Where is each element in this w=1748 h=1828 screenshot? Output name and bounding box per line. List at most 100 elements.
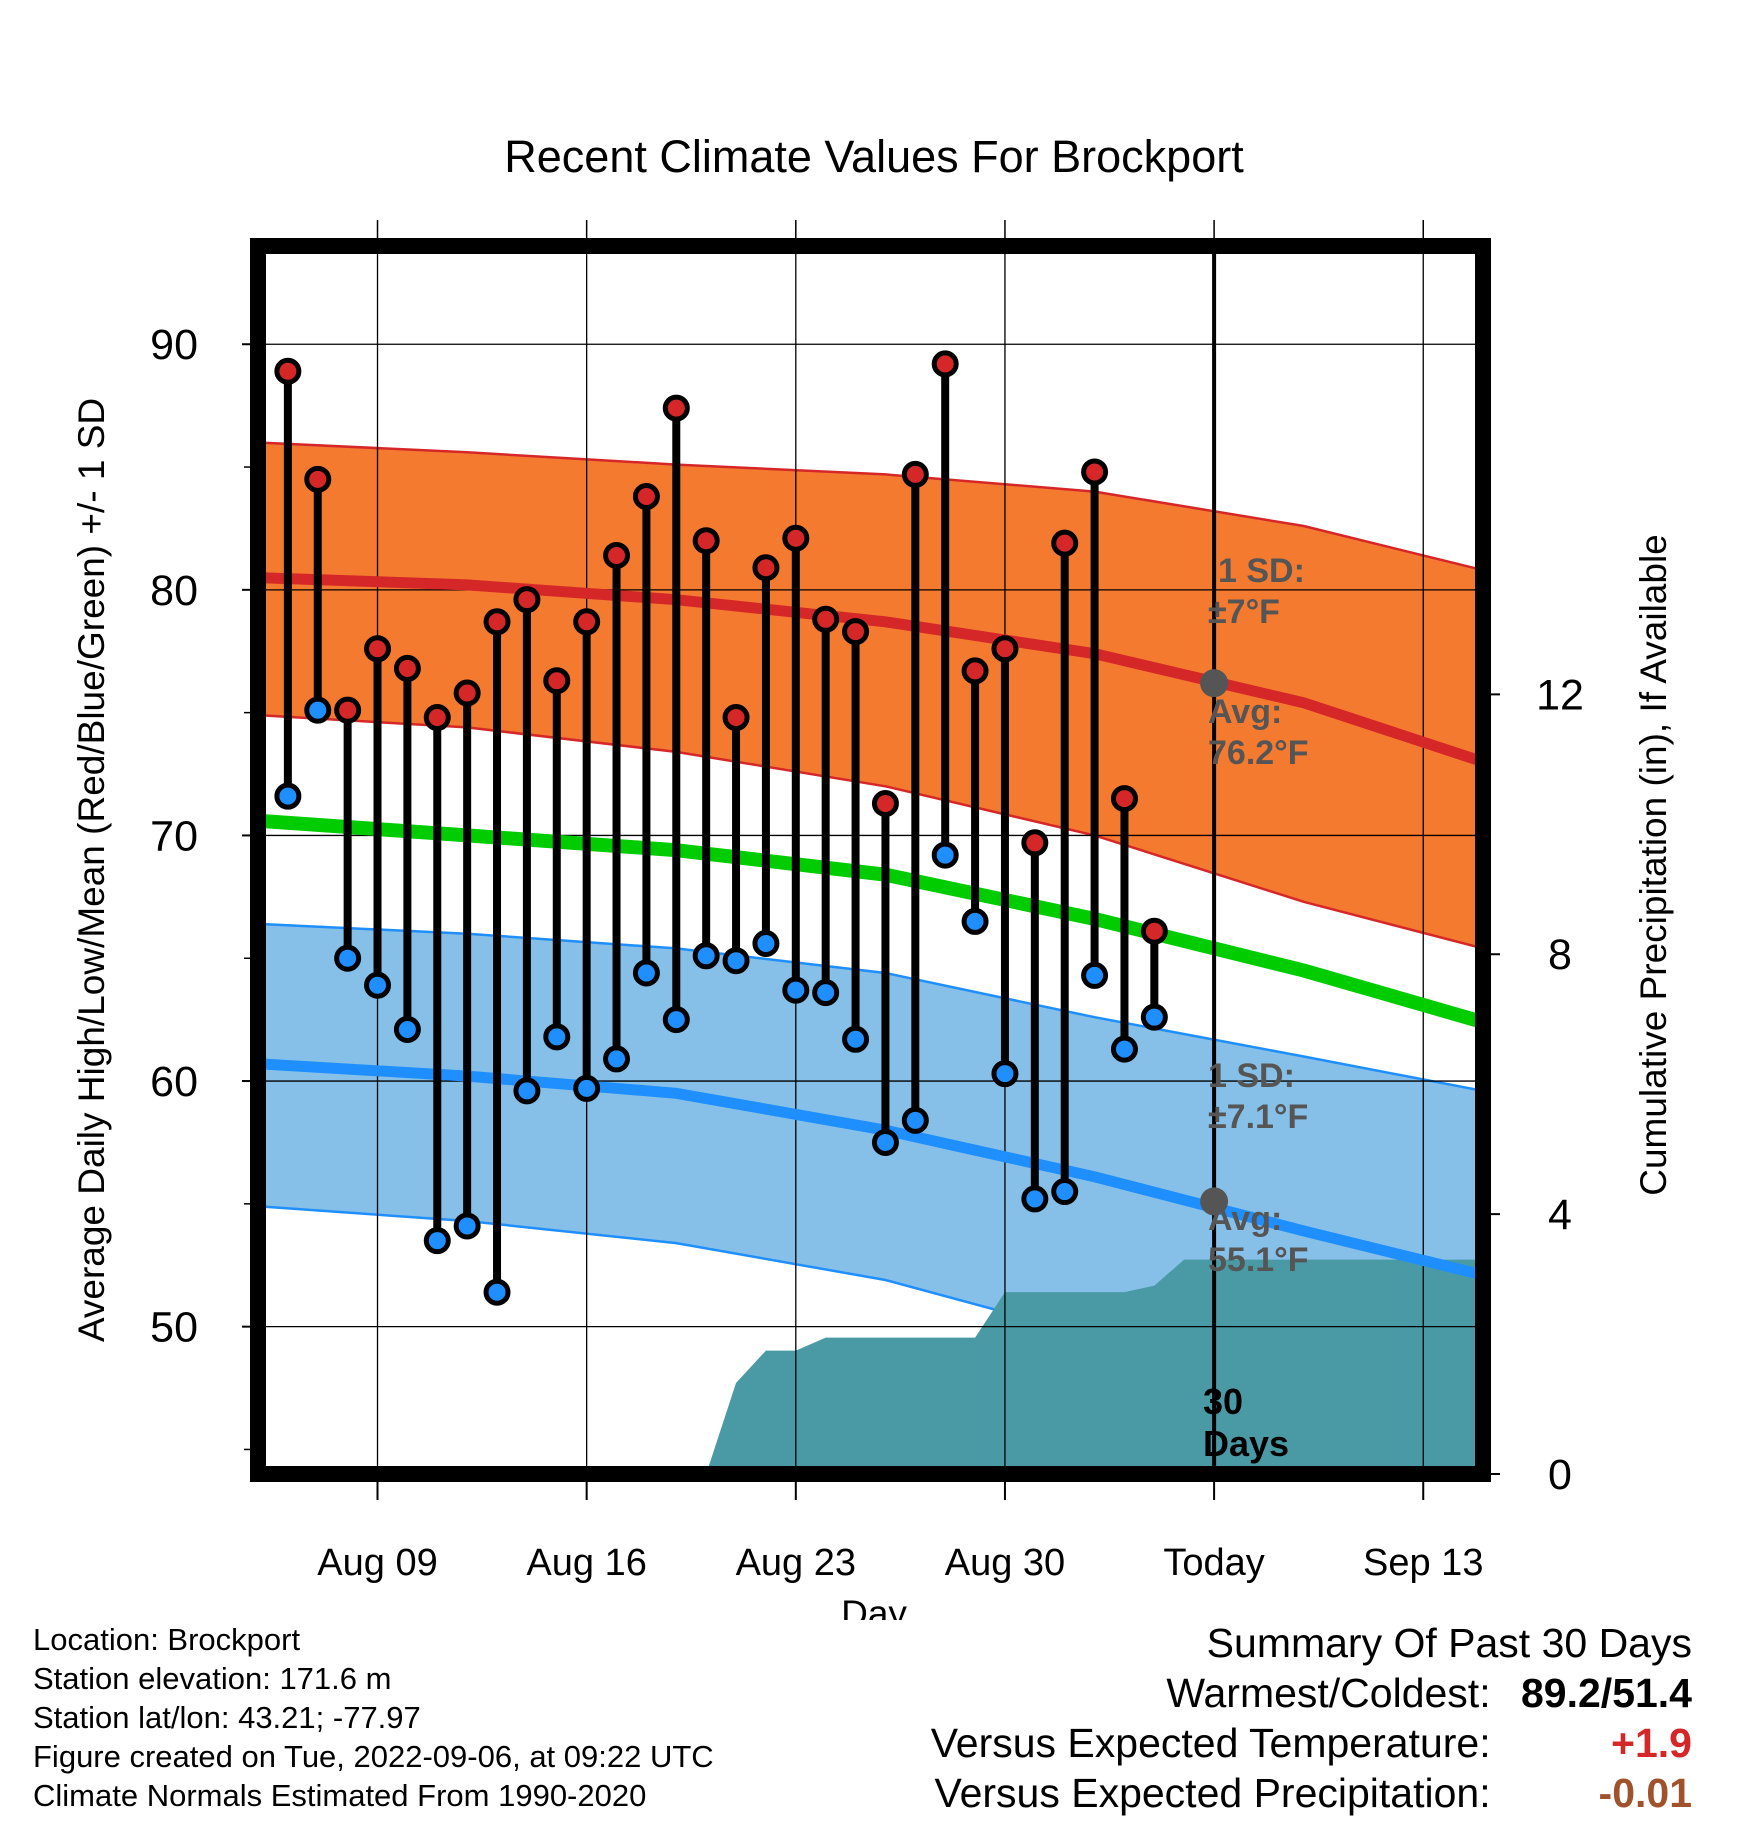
normals-text: Climate Normals Estimated From 1990-2020: [33, 1778, 647, 1813]
y-tick-label: 90: [150, 321, 198, 369]
daily-high-point: [1051, 529, 1079, 557]
daily-high-point: [812, 605, 840, 633]
y-axis-label: Average Daily High/Low/Mean (Red/Blue/Gr…: [71, 398, 112, 1342]
daily-high-point: [991, 635, 1019, 663]
daily-low-point: [812, 979, 840, 1007]
daily-low-point: [991, 1060, 1019, 1088]
summary-panel: Summary Of Past 30 Days Warmest/Coldest:…: [931, 1618, 1692, 1818]
summary-heading: Summary Of Past 30 Days: [1206, 1620, 1692, 1666]
location-text: Location: Brockport: [33, 1622, 301, 1657]
latlon-text: Station lat/lon: 43.21; -77.97: [33, 1700, 421, 1735]
daily-high-point: [364, 635, 392, 663]
high-sd-value: ±7°F: [1208, 593, 1280, 631]
daily-low-point: [782, 976, 810, 1004]
daily-low-point: [453, 1212, 481, 1240]
plot-inner: [258, 0, 1483, 1474]
today-high-avg-marker: [1200, 669, 1229, 698]
climate-chart: Recent Climate Values For Brockport 1 SD…: [71, 0, 1674, 1620]
daily-high-point: [483, 608, 511, 636]
daily-low-point: [1051, 1178, 1079, 1206]
precip-value: -0.01: [1598, 1770, 1692, 1816]
normal-high-line: [258, 572, 1483, 768]
low-sd-value: ±7.1°F: [1208, 1098, 1308, 1136]
high-sd-band: [258, 442, 1483, 949]
daily-high-point: [274, 357, 302, 385]
daily-low-point: [961, 907, 989, 935]
high-upper-sd-line: [258, 441, 1483, 572]
x-tick-label: Aug 09: [317, 1542, 437, 1584]
daily-high-point: [453, 679, 481, 707]
daily-high-point: [393, 654, 421, 682]
daily-low-point: [692, 942, 720, 970]
daily-high-point: [423, 704, 451, 732]
x-tick-label: Aug 23: [736, 1542, 856, 1584]
precip-label: Versus Expected Precipitation:: [934, 1770, 1491, 1816]
summary-precip-row: Versus Expected Precipitation: -0.01: [931, 1768, 1693, 1818]
daily-high-point: [871, 790, 899, 818]
x-tick-label: Aug 30: [945, 1542, 1065, 1584]
daily-low-point: [304, 696, 332, 724]
warmest-label: Warmest/Coldest:: [1166, 1670, 1491, 1716]
daily-high-point: [1110, 785, 1138, 813]
daily-low-point: [364, 971, 392, 999]
y2-tick-label: 0: [1548, 1451, 1572, 1499]
y2-tick-label: 4: [1548, 1191, 1572, 1239]
daily-high-point: [334, 696, 362, 724]
daily-low-point: [722, 947, 750, 975]
daily-low-point: [632, 959, 660, 987]
daily-high-point: [543, 667, 571, 695]
daily-low-point: [1081, 961, 1109, 989]
temp-label: Versus Expected Temperature:: [930, 1720, 1491, 1766]
daily-high-point: [662, 394, 690, 422]
precip-area: [258, 1259, 1483, 1474]
station-info: Location: Brockport Station elevation: 1…: [33, 1620, 714, 1815]
low-avg-value: 55.1°F: [1208, 1241, 1309, 1279]
low-sd-label: 1 SD:: [1208, 1057, 1295, 1095]
y2-tick-label: 8: [1548, 931, 1572, 979]
daily-low-point: [483, 1278, 511, 1306]
high-avg-label: Avg:: [1208, 693, 1282, 731]
daily-high-point: [513, 586, 541, 614]
daily-low-point: [901, 1106, 929, 1134]
daily-high-point: [752, 554, 780, 582]
daily-high-point: [961, 657, 989, 685]
chart-title: Recent Climate Values For Brockport: [504, 131, 1244, 182]
warmest-value: 89.2/51.4: [1521, 1670, 1692, 1716]
high-sd-label: 1 SD:: [1218, 552, 1305, 590]
daily-high-point: [632, 483, 660, 511]
daily-low-point: [1173, 0, 1195, 11]
x-axis-label: Day: [841, 1593, 907, 1620]
created-text: Figure created on Tue, 2022-09-06, at 09…: [33, 1739, 714, 1774]
summary-temp-row: Versus Expected Temperature: +1.9: [931, 1718, 1692, 1768]
daily-low-point: [871, 1128, 899, 1156]
daily-high-point: [1140, 917, 1168, 945]
today-low-avg-marker: [1200, 1187, 1229, 1216]
x-tick-label: Today: [1163, 1542, 1264, 1584]
y-tick-label: 60: [150, 1058, 198, 1106]
daily-low-point: [603, 1045, 631, 1073]
daily-high-point: [1173, 0, 1195, 11]
daily-low-point: [513, 1077, 541, 1105]
period-unit: Days: [1203, 1423, 1289, 1464]
daily-high-point: [573, 608, 601, 636]
period-number: 30: [1203, 1381, 1243, 1422]
summary-warmest-row: Warmest/Coldest: 89.2/51.4: [931, 1668, 1692, 1718]
x-tick-label: Sep 13: [1363, 1542, 1483, 1584]
daily-low-point: [543, 1023, 571, 1051]
daily-low-point: [334, 944, 362, 972]
temp-value: +1.9: [1611, 1720, 1692, 1766]
daily-low-point: [752, 930, 780, 958]
daily-low-point: [393, 1015, 421, 1043]
daily-high-point: [1021, 829, 1049, 857]
plot-frame: [250, 238, 1491, 1482]
daily-high-point: [603, 541, 631, 569]
daily-high-point: [931, 350, 959, 378]
x-tick-label: Aug 16: [526, 1542, 646, 1584]
daily-low-point: [573, 1074, 601, 1102]
y-tick-label: 50: [150, 1304, 198, 1352]
daily-low-point: [842, 1025, 870, 1053]
high-avg-value: 76.2°F: [1208, 734, 1309, 772]
elevation-text: Station elevation: 171.6 m: [33, 1661, 392, 1696]
daily-high-point: [842, 618, 870, 646]
